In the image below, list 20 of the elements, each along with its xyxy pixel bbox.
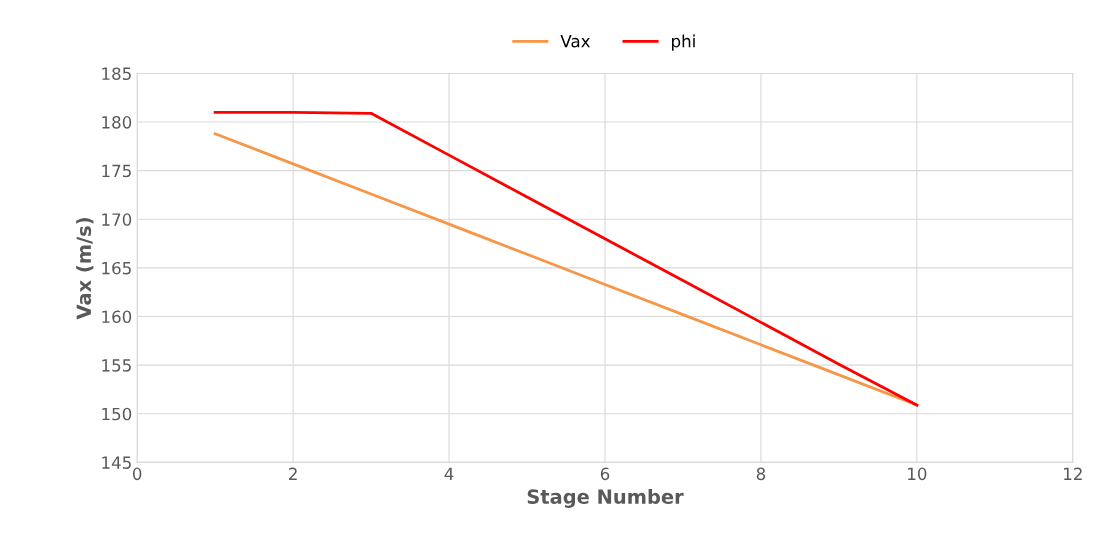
- x-tick-label: 0: [132, 467, 142, 481]
- y-tick-label: 155: [102, 359, 131, 372]
- x-axis-title: Stage Number: [527, 488, 684, 508]
- y-tick-label: 165: [102, 261, 131, 275]
- y-tick-label: 185: [102, 67, 131, 81]
- legend-label: phi: [672, 34, 695, 51]
- x-tick-label: 6: [600, 467, 610, 481]
- y-tick-label: 180: [102, 116, 132, 129]
- x-tick-label: 4: [444, 467, 454, 480]
- legend-label: Vax: [560, 35, 590, 48]
- y-tick-label: 175: [102, 164, 131, 178]
- y-tick-label: 160: [102, 310, 132, 324]
- x-tick-label: 10: [908, 467, 927, 481]
- y-tick-label: 150: [102, 407, 132, 421]
- y-axis-title: Vax (m/s): [76, 218, 94, 320]
- y-tick-label: 170: [102, 213, 132, 226]
- x-tick-label: 12: [1064, 467, 1082, 480]
- y-tick-label: 145: [102, 456, 131, 469]
- x-tick-label: 8: [756, 467, 766, 481]
- x-tick-label: 2: [289, 467, 297, 480]
